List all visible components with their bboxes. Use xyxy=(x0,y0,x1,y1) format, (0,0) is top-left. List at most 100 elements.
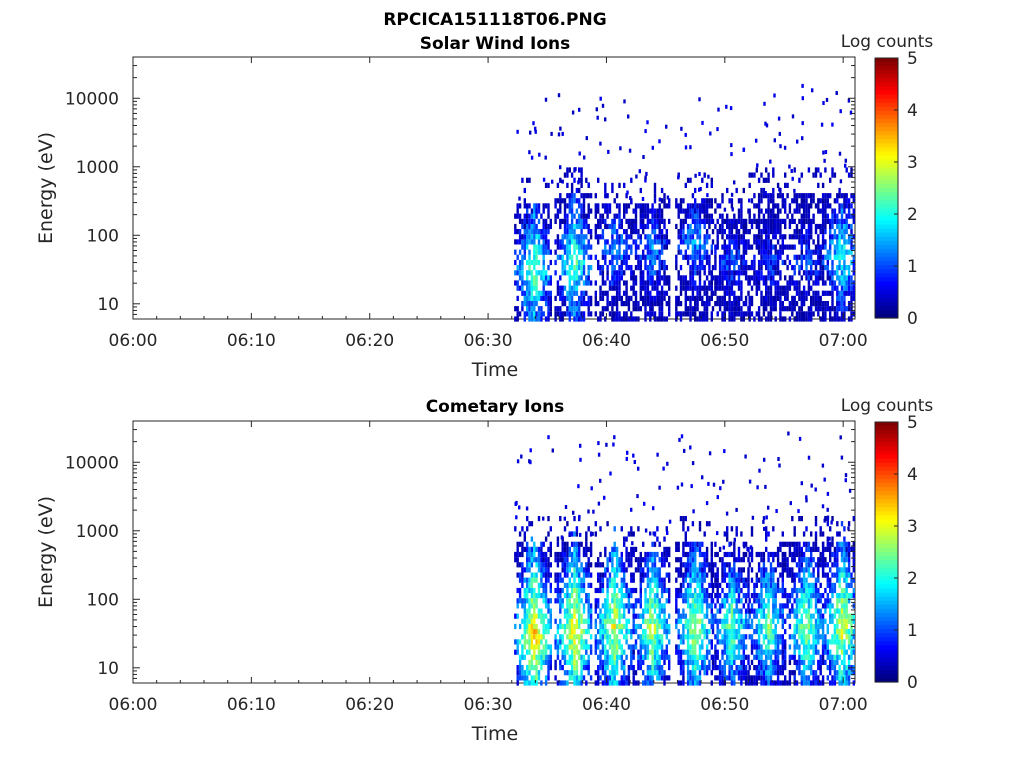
heatmap-cell xyxy=(578,598,581,604)
heatmap-cell xyxy=(774,639,777,645)
heatmap-cell xyxy=(730,306,734,312)
heatmap-cell xyxy=(656,670,659,676)
heatmap-cell xyxy=(772,577,775,583)
heatmap-cell xyxy=(740,316,743,322)
heatmap-cell xyxy=(587,582,590,588)
heatmap-cell xyxy=(523,280,526,286)
heatmap-cell xyxy=(656,285,659,291)
heatmap-cell xyxy=(578,167,581,173)
heatmap-cell xyxy=(665,634,668,640)
heatmap-cell xyxy=(765,301,768,307)
heatmap-cell xyxy=(656,577,659,583)
heatmap-cell xyxy=(684,249,687,255)
heatmap-cell xyxy=(817,244,820,250)
heatmap-cell xyxy=(615,213,619,219)
x-tick-label: 06:30 xyxy=(464,331,513,351)
heatmap-cell xyxy=(767,234,770,240)
heatmap-cell xyxy=(644,306,647,312)
heatmap-cell xyxy=(757,177,761,183)
heatmap-cell xyxy=(686,649,690,655)
heatmap-cell xyxy=(566,557,569,563)
heatmap-cell xyxy=(776,239,780,245)
heatmap-cell xyxy=(757,665,761,671)
heatmap-cell xyxy=(639,218,642,224)
heatmap-cell xyxy=(653,280,657,286)
heatmap-cell xyxy=(723,449,726,454)
heatmap-cell xyxy=(649,557,652,563)
heatmap-cell xyxy=(701,562,704,568)
heatmap-cell xyxy=(644,644,647,650)
heatmap-cell xyxy=(537,259,541,266)
heatmap-cell xyxy=(705,593,709,599)
heatmap-cell xyxy=(750,675,754,681)
heatmap-cell xyxy=(582,675,586,681)
heatmap-cell xyxy=(580,223,583,230)
heatmap-cell xyxy=(698,675,702,681)
heatmap-cell xyxy=(601,629,605,635)
heatmap-cell xyxy=(696,316,699,322)
heatmap-cell xyxy=(760,172,763,178)
heatmap-cell xyxy=(516,208,519,214)
heatmap-cell xyxy=(530,644,534,650)
heatmap-cell xyxy=(649,259,652,266)
heatmap-cell xyxy=(730,603,734,609)
heatmap-cell xyxy=(703,623,706,630)
heatmap-cell xyxy=(604,649,607,655)
heatmap-cell xyxy=(733,541,736,547)
heatmap-cell xyxy=(523,546,526,552)
heatmap-cell xyxy=(521,270,524,276)
heatmap-cell xyxy=(623,603,626,609)
heatmap-cell xyxy=(705,208,709,214)
colorbar-segment xyxy=(875,139,898,144)
heatmap-cell xyxy=(748,198,751,203)
heatmap-cell xyxy=(649,316,652,322)
heatmap-cell xyxy=(748,275,751,281)
heatmap-cell xyxy=(675,587,678,594)
heatmap-cell xyxy=(665,229,668,235)
heatmap-cell xyxy=(844,163,847,168)
heatmap-cell xyxy=(568,249,571,255)
heatmap-cell xyxy=(769,577,773,583)
heatmap-cell xyxy=(691,290,695,296)
panel-title: Cometary Ions xyxy=(426,397,565,417)
heatmap-cell xyxy=(729,106,733,111)
heatmap-cell xyxy=(696,285,699,291)
heatmap-cell xyxy=(807,275,811,281)
heatmap-cell xyxy=(625,603,628,609)
heatmap-cell xyxy=(776,680,780,686)
heatmap-cell xyxy=(682,670,685,676)
heatmap-cell xyxy=(563,270,567,276)
heatmap-cell xyxy=(721,680,724,686)
heatmap-cell xyxy=(618,613,621,619)
heatmap-cell xyxy=(651,280,654,286)
heatmap-cell xyxy=(580,301,583,307)
heatmap-cell xyxy=(730,598,734,604)
heatmap-cell xyxy=(753,218,756,224)
heatmap-cell xyxy=(737,670,741,676)
heatmap-cell xyxy=(686,670,690,676)
heatmap-cell xyxy=(656,254,659,260)
heatmap-cell xyxy=(604,634,607,640)
heatmap-cell xyxy=(623,659,626,665)
heatmap-cell xyxy=(611,182,614,188)
heatmap-cell xyxy=(765,634,768,640)
heatmap-cell xyxy=(823,158,826,163)
heatmap-cell xyxy=(817,306,820,312)
heatmap-cell xyxy=(784,259,787,266)
heatmap-cell xyxy=(807,285,811,291)
heatmap-cell xyxy=(726,259,729,266)
heatmap-cell xyxy=(540,618,543,624)
heatmap-cell xyxy=(705,290,709,296)
heatmap-cell xyxy=(582,551,586,558)
heatmap-cell xyxy=(516,603,519,609)
heatmap-cell xyxy=(767,572,770,578)
heatmap-cell xyxy=(530,675,534,681)
heatmap-cell xyxy=(705,551,709,558)
heatmap-cell xyxy=(644,562,647,568)
heatmap-cell xyxy=(528,639,531,645)
y-tick-label: 1000 xyxy=(76,158,119,178)
heatmap-cell xyxy=(730,229,734,235)
heatmap-cell xyxy=(620,587,623,594)
heatmap-cell xyxy=(523,198,526,204)
colorbar-segment xyxy=(875,147,898,153)
